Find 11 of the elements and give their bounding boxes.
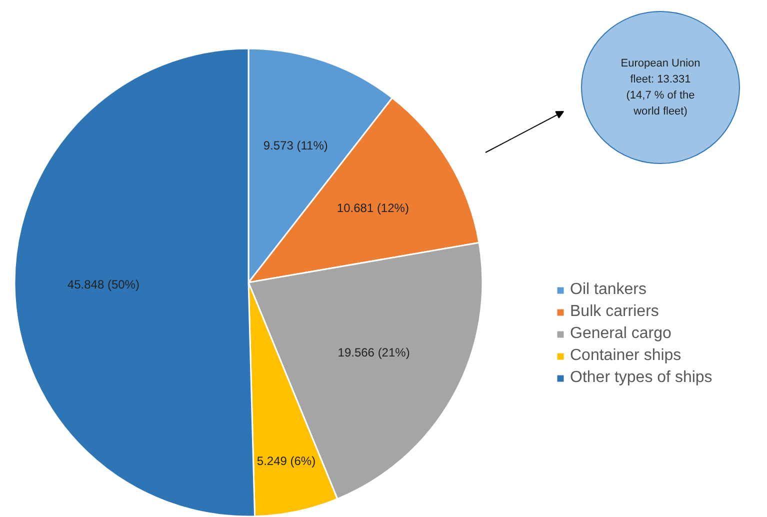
text: European Union fleet: 13.331 (14,7 % of the world fleet) [620,58,700,118]
legend-label: Bulk carriers [570,303,659,321]
data-label: 5.249 (6%) [256,454,316,468]
legend-label: Oil tankers [570,281,646,299]
data-label: 19.566 (21%) [338,346,410,360]
data-label: 10.681 (12%) [336,200,409,215]
legend-label: Other types of ships [570,369,712,387]
data-label: 9.573 (11%) [263,138,328,152]
data-label: 45.848 (50%) [67,277,140,292]
legend-label: Container ships [570,347,682,365]
legend-label: General cargo [570,325,672,343]
